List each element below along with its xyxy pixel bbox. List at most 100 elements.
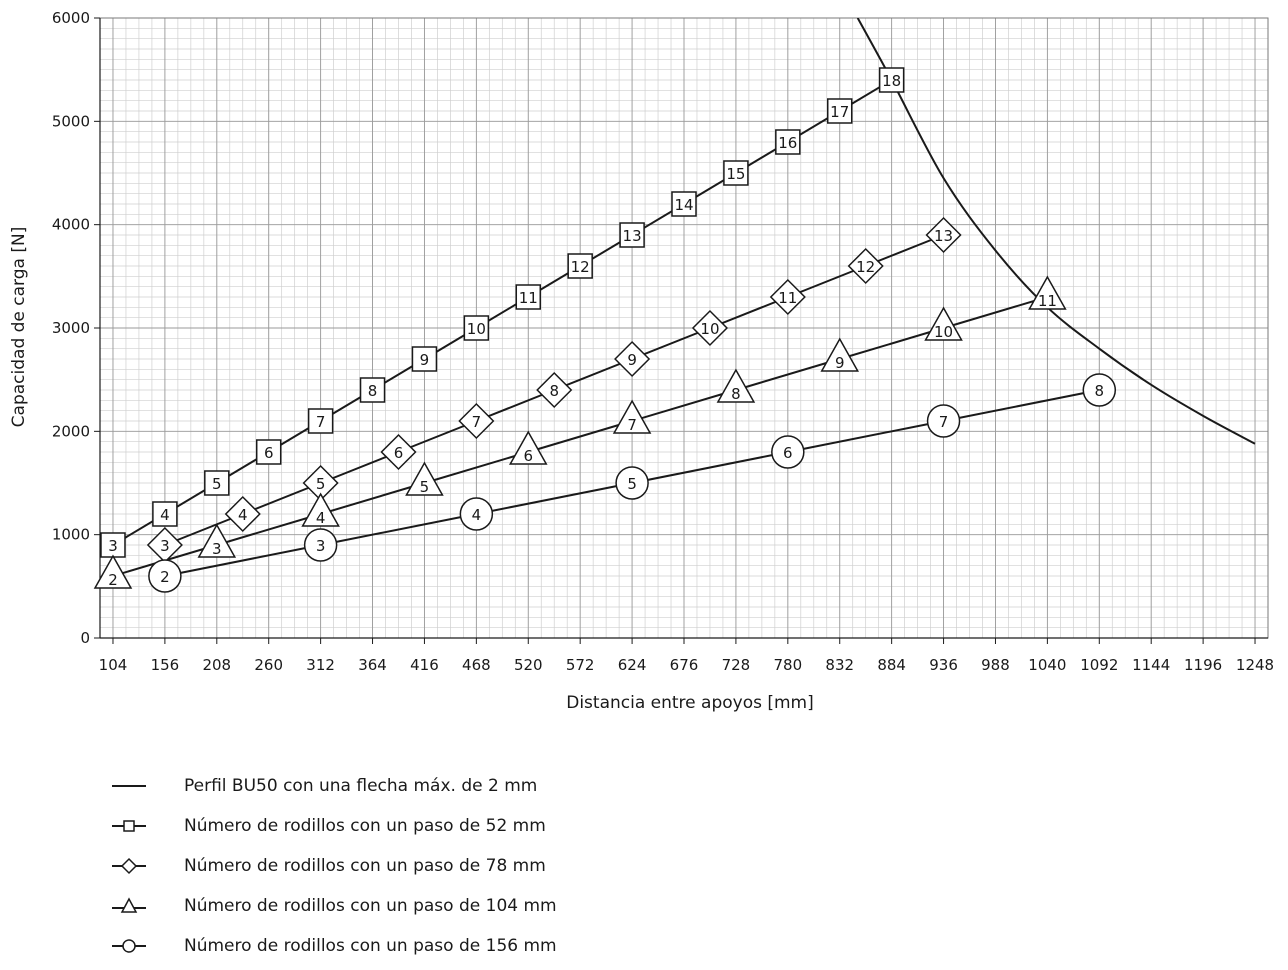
square-marker-shape <box>671 191 697 217</box>
diamond-marker-shape <box>691 309 729 347</box>
legend-item-triangle: Número de rodillos con un paso de 104 mm <box>110 890 557 922</box>
circle-marker-shape <box>303 528 338 562</box>
triangle-marker: 6 <box>508 430 548 465</box>
square-marker: 11 <box>515 284 542 310</box>
legend: Perfil BU50 con una flecha máx. de 2 mm … <box>110 770 557 970</box>
data-label: 6 <box>783 444 793 462</box>
data-label: 17 <box>830 103 849 121</box>
triangle-marker-shape <box>924 306 963 341</box>
square-marker-shape <box>619 222 645 248</box>
square-marker-shape <box>826 98 853 124</box>
diamond-marker-icon <box>112 857 146 875</box>
diamond-marker-shape <box>847 247 884 285</box>
x-axis-label: Distancia entre apoyos [mm] <box>566 693 814 713</box>
legend-label: Número de rodillos con un paso de 104 mm <box>184 896 557 916</box>
legend-label: Número de rodillos con un paso de 78 mm <box>184 856 546 876</box>
data-label: 9 <box>420 351 430 369</box>
circle-marker-shape <box>148 559 182 593</box>
square-marker-shape <box>152 501 178 527</box>
square-marker: 16 <box>775 129 801 155</box>
data-label: 3 <box>160 537 170 555</box>
line-icon <box>112 785 146 787</box>
x-tick-label: 988 <box>981 656 1010 674</box>
square-marker: 15 <box>723 160 749 186</box>
data-label: 10 <box>700 320 719 338</box>
square-marker-shape <box>878 67 905 93</box>
data-label: 7 <box>472 413 482 431</box>
diamond-marker-shape <box>224 495 261 533</box>
square-marker-shape <box>567 253 593 279</box>
x-tick-label: 1144 <box>1132 656 1170 674</box>
y-tick-label: 5000 <box>52 112 90 130</box>
data-label: 13 <box>934 227 953 245</box>
triangle-marker-shape <box>508 430 548 465</box>
square-marker-shape <box>411 346 438 372</box>
square-marker-shape <box>359 377 386 403</box>
x-tick-label: 520 <box>514 656 543 674</box>
y-tick-label: 4000 <box>52 216 90 234</box>
series-line-triangle <box>112 296 1048 577</box>
data-label: 8 <box>368 382 378 400</box>
x-tick-label: 624 <box>618 656 647 674</box>
legend-label: Número de rodillos con un paso de 156 mm <box>184 936 557 956</box>
square-marker: 14 <box>671 191 697 217</box>
square-marker: 7 <box>307 408 334 434</box>
diamond-marker-shape <box>614 340 651 378</box>
data-label: 3 <box>108 537 118 555</box>
square-marker-shape <box>307 408 334 434</box>
data-label: 11 <box>519 289 538 307</box>
data-label: 8 <box>731 385 741 403</box>
circle-marker: 5 <box>615 466 649 500</box>
circle-marker-icon <box>112 939 146 953</box>
square-marker: 4 <box>152 501 178 527</box>
circle-marker-shape <box>926 404 961 438</box>
diamond-marker: 8 <box>536 371 573 409</box>
data-label: 12 <box>571 258 590 276</box>
triangle-marker-shape <box>405 461 444 496</box>
legend-item-square: Número de rodillos con un paso de 52 mm <box>110 810 557 842</box>
square-marker: 5 <box>204 470 230 496</box>
legend-label: Número de rodillos con un paso de 52 mm <box>184 816 546 836</box>
square-marker: 13 <box>619 222 645 248</box>
triangle-marker-shape <box>93 554 133 589</box>
x-tick-label: 208 <box>202 656 231 674</box>
circle-marker-shape <box>615 466 649 500</box>
square-marker-shape <box>515 284 542 310</box>
triangle-marker-shape <box>820 337 860 372</box>
triangle-marker: 4 <box>301 492 340 527</box>
square-marker-shape <box>723 160 749 186</box>
data-label: 5 <box>212 475 222 493</box>
diamond-marker: 9 <box>614 340 651 378</box>
triangle-marker: 3 <box>197 523 237 558</box>
series-line-square <box>112 79 893 546</box>
x-tick-label: 676 <box>670 656 699 674</box>
triangle-marker: 5 <box>405 461 444 496</box>
triangle-marker-icon <box>112 897 146 913</box>
square-marker: 3 <box>100 532 126 558</box>
legend-item-circle: Número de rodillos con un paso de 156 mm <box>110 930 557 962</box>
circle-marker: 4 <box>459 497 494 531</box>
diamond-marker-shape <box>925 216 962 254</box>
triangle-marker: 9 <box>820 337 860 372</box>
y-tick-label: 3000 <box>52 319 90 337</box>
data-label: 4 <box>472 506 482 524</box>
triangle-marker: 2 <box>93 554 133 589</box>
square-marker: 12 <box>567 253 593 279</box>
data-label: 13 <box>623 227 642 245</box>
y-tick-label: 1000 <box>52 526 90 544</box>
x-tick-label: 156 <box>151 656 180 674</box>
x-tick-label: 832 <box>825 656 854 674</box>
x-tick-label: 416 <box>410 656 439 674</box>
x-tick-label: 260 <box>254 656 283 674</box>
data-label: 14 <box>674 196 693 214</box>
square-marker: 6 <box>255 439 282 465</box>
data-label: 7 <box>939 413 949 431</box>
circle-marker-shape <box>459 497 494 531</box>
x-tick-label: 780 <box>774 656 803 674</box>
y-axis-label: Capacidad de carga [N] <box>9 227 29 428</box>
data-label: 3 <box>316 537 326 555</box>
circle-marker: 7 <box>926 404 961 438</box>
data-label: 10 <box>934 323 953 341</box>
data-label: 12 <box>856 258 875 276</box>
data-label: 5 <box>420 478 430 496</box>
